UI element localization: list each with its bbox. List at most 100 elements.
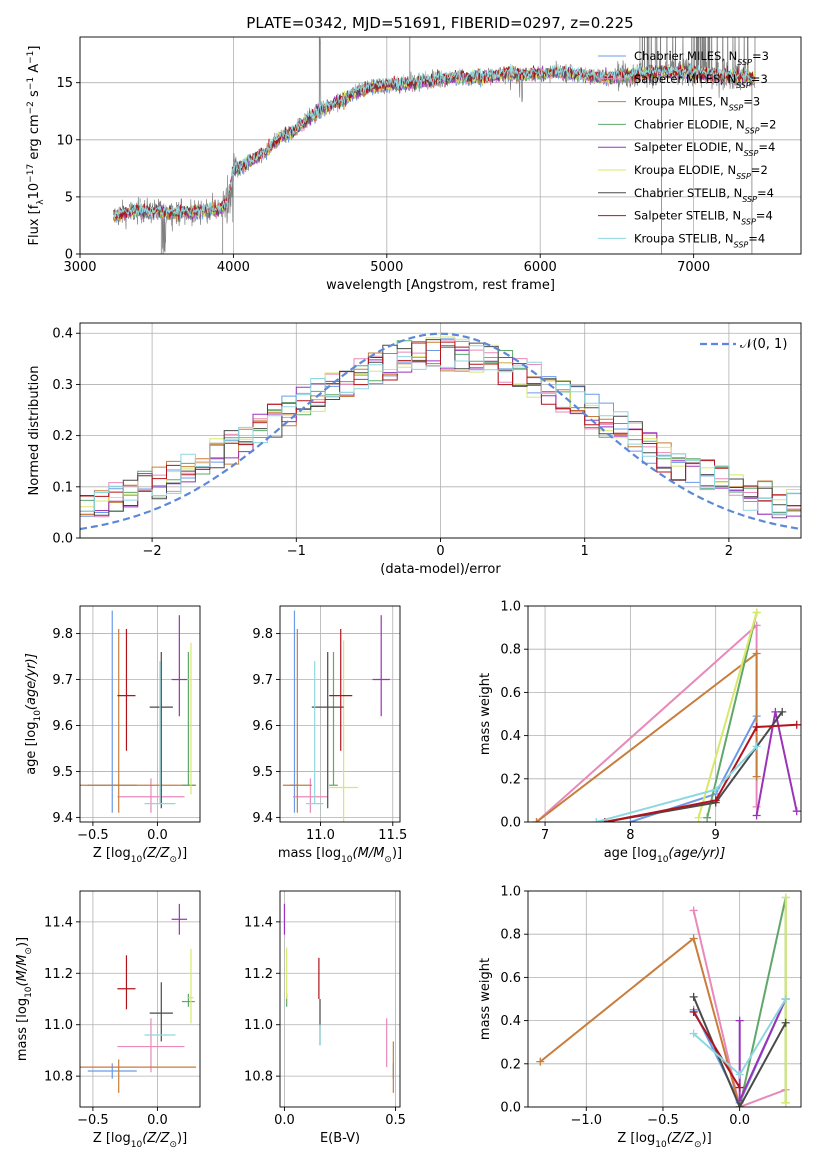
legend-entry: Kroupa ELODIE, NSSP=2 xyxy=(634,163,768,181)
weight-marker xyxy=(711,796,720,805)
grid xyxy=(528,605,801,823)
legend-ssp: SSP xyxy=(736,80,751,89)
x-axis-label-part: ⊙ xyxy=(694,1140,702,1150)
errorbar-point xyxy=(181,651,195,786)
x-axis-label-part: 10 xyxy=(341,855,353,865)
legend-n: 3 xyxy=(753,95,760,109)
legend-entry: Salpeter MILES, NSSP=3 xyxy=(634,72,768,90)
y-axis-label-part: mass [log xyxy=(15,998,30,1061)
y-axis-label-part: −17 xyxy=(26,164,36,183)
weight-marker xyxy=(703,813,712,822)
plot-area xyxy=(80,332,801,531)
y-axis-label-part: −1 xyxy=(26,77,36,90)
errorbar-point xyxy=(171,615,188,717)
y-tick-label: 9.7 xyxy=(252,673,273,688)
weight-marker xyxy=(532,818,541,822)
legend-ssp: SSP xyxy=(734,240,749,249)
weight-marker xyxy=(781,893,790,902)
errorbar-point xyxy=(329,628,353,751)
axes: −0.5 0.010.811.011.211.4Z [log10(Z/Z⊙)]ma… xyxy=(15,890,201,1150)
legend-n: 4 xyxy=(768,140,775,154)
legend-name: Chabrier ELODIE xyxy=(634,117,729,131)
plot-area xyxy=(80,903,197,1093)
weight-marker xyxy=(689,906,698,915)
y-axis-label: mass weight xyxy=(478,673,493,755)
x-tick-label: 0.0 xyxy=(147,828,168,843)
panel-weight-vs-metallicity: −1.0 −0.5 0.0 0.0 0.2 0.4 0.6 0.8 1.0 Z [log10(Z/… xyxy=(478,885,802,1150)
x-tick-label: 6000 xyxy=(524,260,557,275)
panel-mass-vs-extinction: 0.0 0.5 10.8 11.0 11.2 11.4 E(B-V) xyxy=(244,890,406,1146)
legend-ssp: SSP xyxy=(736,172,751,181)
x-axis-label-part: ⊙ xyxy=(169,1140,177,1150)
weight-marker xyxy=(694,813,703,822)
x-tick-label: 0.5 xyxy=(385,1113,406,1128)
x-tick-label: 8 xyxy=(626,828,634,843)
errorbar-point xyxy=(117,1018,185,1073)
y-tick-label: 0.0 xyxy=(500,1101,521,1116)
weight-marker xyxy=(752,742,761,751)
y-tick-label: 0.2 xyxy=(52,429,73,444)
errorbar-point xyxy=(87,610,137,813)
x-axis-label: Z [log10(Z/Z⊙)] xyxy=(93,1131,187,1150)
y-tick-label: 0.0 xyxy=(52,532,73,547)
x-axis-label: wavelength [Angstrom, rest frame] xyxy=(326,278,555,293)
legend-ssp: SSP xyxy=(741,217,756,226)
legend-n: 3 xyxy=(760,72,767,86)
y-tick-label: 11.4 xyxy=(44,915,73,930)
y-tick-label: 1.0 xyxy=(500,600,521,615)
legend-n: 2 xyxy=(769,117,776,131)
y-axis-label-part: 10 xyxy=(33,710,43,722)
weight-marker xyxy=(752,649,761,658)
y-axis-label-part: (M/M xyxy=(15,955,30,987)
y-tick-label: 0.2 xyxy=(500,1057,521,1072)
x-tick-label: −1.0 xyxy=(570,1113,602,1128)
legend-name: Salpeter MILES xyxy=(634,72,720,86)
plot-area xyxy=(536,893,790,1107)
y-tick-label: 10 xyxy=(56,133,73,148)
x-axis-label-part: Z [log xyxy=(617,1131,655,1146)
weight-line xyxy=(706,612,758,818)
errorbar-point xyxy=(80,1059,197,1093)
legend-entry: Salpeter ELODIE, NSSP=4 xyxy=(634,140,775,158)
legend-ssp: SSP xyxy=(729,103,744,112)
x-axis-label: mass [log10(M/M⊙)] xyxy=(278,846,402,865)
weight-marker xyxy=(781,995,790,1003)
y-tick-label: 11.0 xyxy=(44,1018,73,1033)
residual-histogram xyxy=(80,345,801,516)
x-tick-label: −0.5 xyxy=(647,1113,679,1128)
legend-eq: = xyxy=(757,186,767,200)
weight-marker xyxy=(752,811,761,820)
y-tick-label: 9.6 xyxy=(252,719,273,734)
y-tick-label: 9.8 xyxy=(252,627,273,642)
y-tick-label: 9.7 xyxy=(52,673,73,688)
legend-n-prefix: , N xyxy=(720,72,736,86)
plot-area xyxy=(80,610,197,813)
y-axis-label-part: −2 xyxy=(26,101,36,114)
x-axis-label: (data-model)/error xyxy=(380,562,501,577)
legend-entry: Kroupa MILES, NSSP=3 xyxy=(634,95,760,113)
x-tick-label: 4000 xyxy=(217,260,250,275)
errorbar-point xyxy=(188,948,194,1024)
legend-eq: = xyxy=(743,95,753,109)
x-axis-label-part: )] xyxy=(702,1131,712,1146)
weight-marker xyxy=(752,608,761,617)
legend-n: 4 xyxy=(758,231,765,245)
y-axis-label: mass [log10(M/M⊙)] xyxy=(15,937,34,1061)
weight-line xyxy=(535,651,758,822)
legend-n: 4 xyxy=(767,186,774,200)
y-tick-label: 9.5 xyxy=(252,765,273,780)
x-axis-label-part: (age/yr)] xyxy=(668,846,725,861)
legend-entry: 𝒩(0, 1) xyxy=(740,337,787,352)
y-tick-label: 11.2 xyxy=(244,967,273,982)
y-axis-label-part: 10 xyxy=(27,183,42,200)
spectrum-model-line xyxy=(113,62,756,219)
axes: 7 8 9 0.0 0.2 0.4 0.6 0.8 1.0 age [log10(age/yr)]… xyxy=(478,600,802,865)
weight-marker xyxy=(626,818,635,822)
weight-marker xyxy=(735,1016,744,1025)
weight-marker xyxy=(735,1070,744,1079)
axes-frame xyxy=(79,605,201,823)
y-tick-label: 9.5 xyxy=(52,765,73,780)
legend-name: Salpeter STELIB xyxy=(634,209,725,223)
y-tick-label: 10.8 xyxy=(44,1070,73,1085)
